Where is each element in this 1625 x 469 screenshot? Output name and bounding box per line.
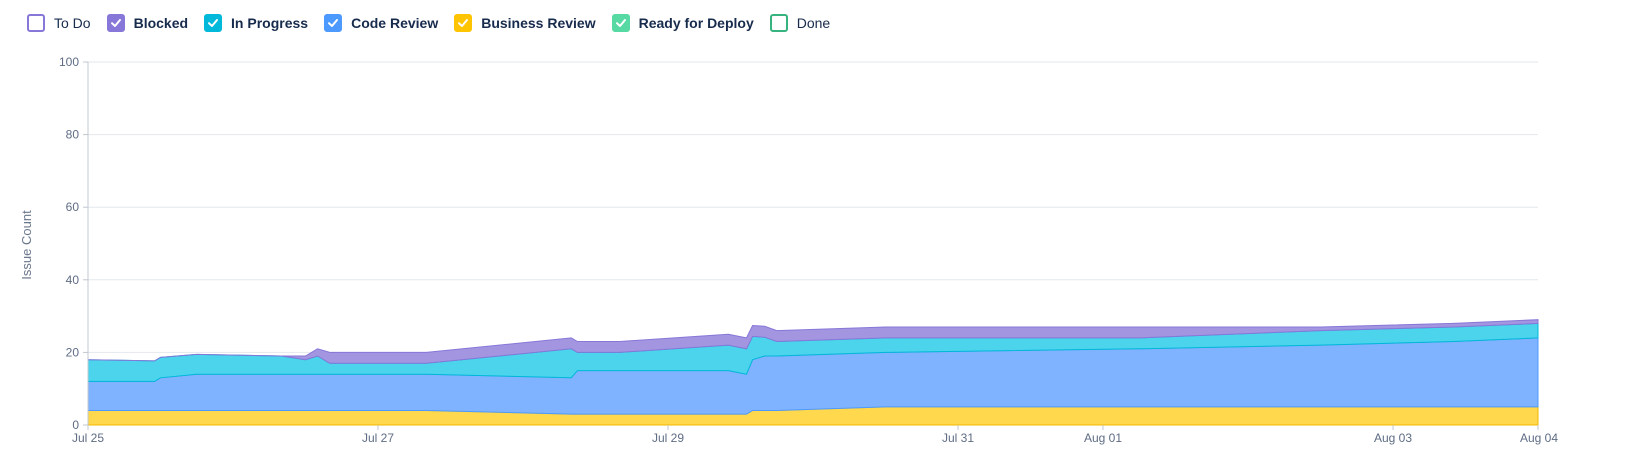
y-tick-label: 20 [66,345,80,359]
chart-legend: To Do Blocked In Progress Code Review Busine… [27,10,846,36]
x-tick-label: Aug 01 [1084,431,1122,445]
y-tick-label: 0 [72,418,79,432]
y-tick-label: 60 [66,200,80,214]
legend-label: Code Review [351,15,439,31]
legend-label: Business Review [481,15,596,31]
legend-item-business-review[interactable]: Business Review [454,14,596,32]
area-series-blocked[interactable] [87,319,1539,364]
checkbox-checked-icon[interactable] [106,14,125,32]
legend-item-blocked[interactable]: Blocked [106,14,189,32]
legend-item-done[interactable]: Done [769,14,831,32]
checkbox-checked-icon[interactable] [324,14,343,32]
legend-item-in-progress[interactable]: In Progress [204,14,308,32]
legend-label: In Progress [231,15,309,31]
y-tick-label: 40 [66,273,80,287]
checkbox-checked-icon[interactable] [454,14,473,32]
x-tick-label: Jul 25 [72,431,104,445]
legend-label: Ready for Deploy [638,15,754,31]
chart-areas [87,319,1539,426]
legend-item-to-do[interactable]: To Do [27,14,91,32]
y-tick-label: 80 [66,128,80,142]
checkbox-empty-icon[interactable] [27,14,45,32]
x-tick-label: Aug 04 [1520,431,1558,445]
x-tick-label: Jul 29 [652,431,684,445]
chart-axes: 0 20 40 60 80 100 Jul 25 Jul 27 Jul 29 Jul 31 Aug … [59,55,1558,445]
y-tick-label: 100 [59,55,79,69]
legend-item-code-review[interactable]: Code Review [324,14,438,32]
x-tick-label: Jul 31 [942,431,974,445]
legend-label: Done [796,15,831,31]
checkbox-checked-icon[interactable] [611,14,630,32]
x-tick-label: Jul 27 [362,431,394,445]
legend-label: Blocked [133,15,189,31]
legend-label: To Do [54,15,91,31]
checkbox-checked-icon[interactable] [204,14,223,32]
legend-item-ready-for-deploy[interactable]: Ready for Deploy [611,14,754,32]
checkbox-empty-icon[interactable] [769,14,788,32]
y-axis-label: Issue Count [19,210,34,280]
x-tick-label: Aug 03 [1374,431,1412,445]
